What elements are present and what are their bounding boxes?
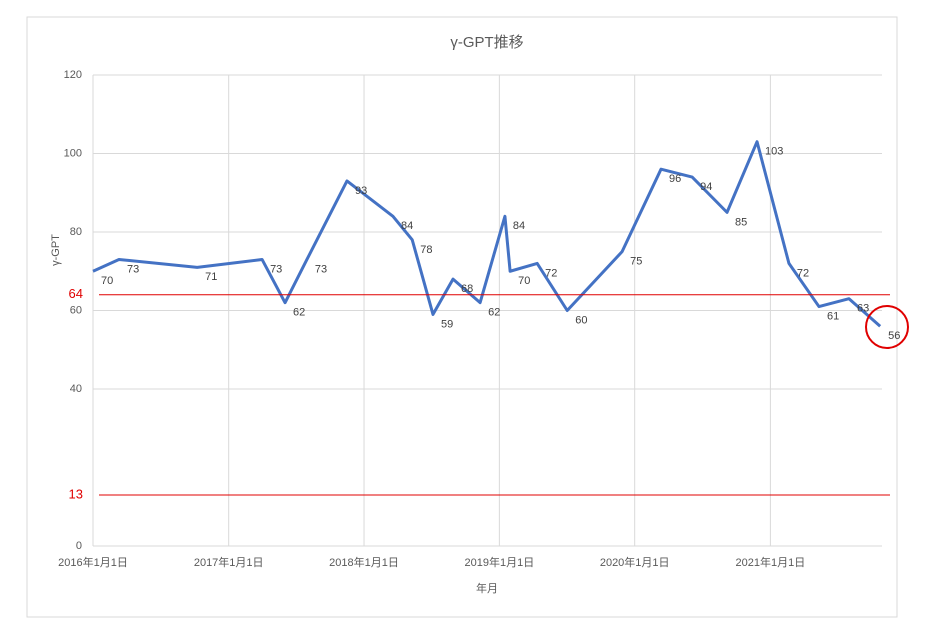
label-backdrop [60,284,92,305]
highlight-circle [865,305,909,349]
data-label: 70 [518,275,530,287]
x-tick-label: 2018年1月1日 [329,555,399,569]
data-label: 59 [441,318,453,330]
data-label: 84 [513,220,525,232]
y-tick-label: 40 [70,383,82,395]
data-line [92,140,882,328]
data-label: 62 [293,307,305,319]
data-label: 93 [355,185,367,197]
data-label: 94 [700,181,712,193]
data-label: 73 [127,263,139,275]
data-label: 73 [270,263,282,275]
x-tick-label: 2019年1月1日 [465,555,535,569]
reference-label: 13 [69,486,83,501]
label-backdrop [60,484,92,505]
data-label: 60 [575,314,587,326]
reference-label: 64 [69,286,83,301]
plot [92,140,882,328]
grid [92,74,882,547]
data-label: 61 [827,310,839,322]
data-label: 56 [888,330,900,342]
data-label: 75 [630,256,642,268]
x-tick-label: 2016年1月1日 [58,555,128,569]
data-label: 68 [461,283,473,295]
y-tick-label: 100 [64,147,82,159]
y-tick-label: 0 [76,540,82,552]
data-label: 72 [545,267,557,279]
x-tick-label: 2021年1月1日 [736,555,806,569]
data-label: 85 [735,216,747,228]
data-label: 73 [315,263,327,275]
x-tick-label: 2020年1月1日 [600,555,670,569]
data-label: 70 [101,275,113,287]
chart-title: γ-GPT推移 [450,34,523,51]
data-label: 62 [488,307,500,319]
data-label: 96 [669,173,681,185]
y-tick-label: 60 [70,304,82,316]
data-label: 78 [420,244,432,256]
data-label: 63 [857,303,869,315]
x-axis-label: 年月 [476,581,498,595]
x-tick-label: 2017年1月1日 [194,555,264,569]
chart-frame [26,16,898,618]
data-label: 72 [797,267,809,279]
data-label: 103 [765,146,783,158]
data-label: 84 [401,220,413,232]
y-tick-label: 80 [70,226,82,238]
y-tick-label: 120 [64,69,82,81]
data-label: 71 [205,271,217,283]
y-axis-label: γ-GPT [50,234,62,266]
